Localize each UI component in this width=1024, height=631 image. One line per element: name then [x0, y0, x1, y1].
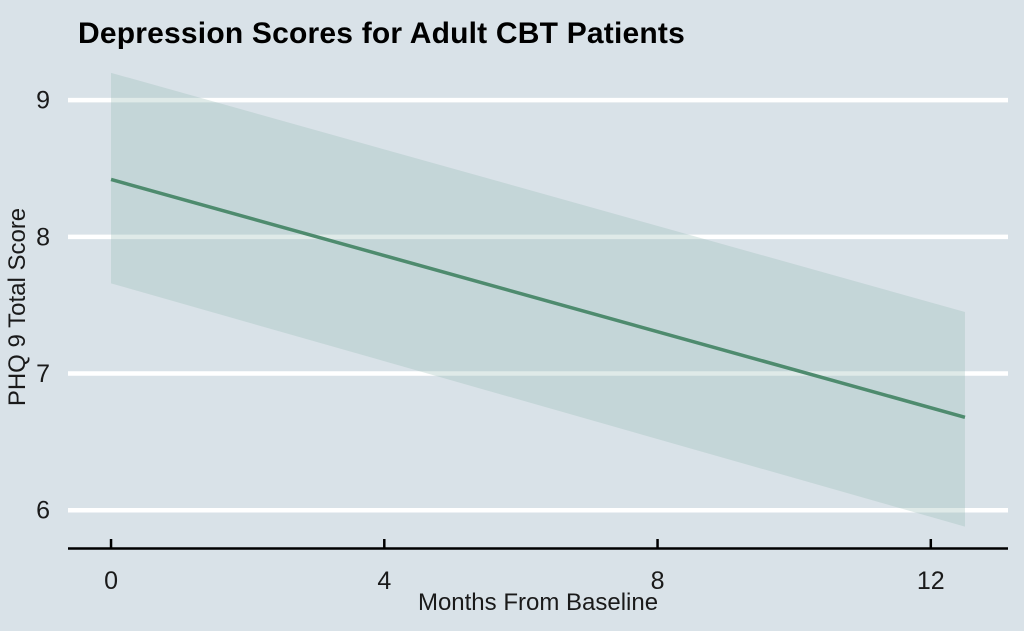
chart-title: Depression Scores for Adult CBT Patients	[78, 17, 686, 50]
y-axis-tick-labels: 6 7 8 9	[36, 87, 50, 525]
y-tick-label-7: 7	[36, 360, 50, 388]
x-tick-label-8: 8	[651, 567, 665, 595]
y-tick-label-8: 8	[36, 223, 50, 251]
gridlines	[68, 97, 1008, 513]
fitted-depression-trend	[110, 177, 966, 419]
x-axis-ticks	[109, 539, 933, 549]
y-tick-label-9: 9	[36, 87, 50, 115]
x-axis-tick-labels: 0 4 8 12	[104, 567, 945, 595]
x-tick-label-12: 12	[917, 567, 945, 595]
y-axis-title: PHQ 9 Total Score	[4, 208, 31, 406]
x-axis-title: Months From Baseline	[418, 589, 658, 616]
y-tick-label-6: 6	[36, 497, 50, 525]
x-tick-label-4: 4	[377, 567, 391, 595]
x-tick-label-0: 0	[104, 567, 118, 595]
